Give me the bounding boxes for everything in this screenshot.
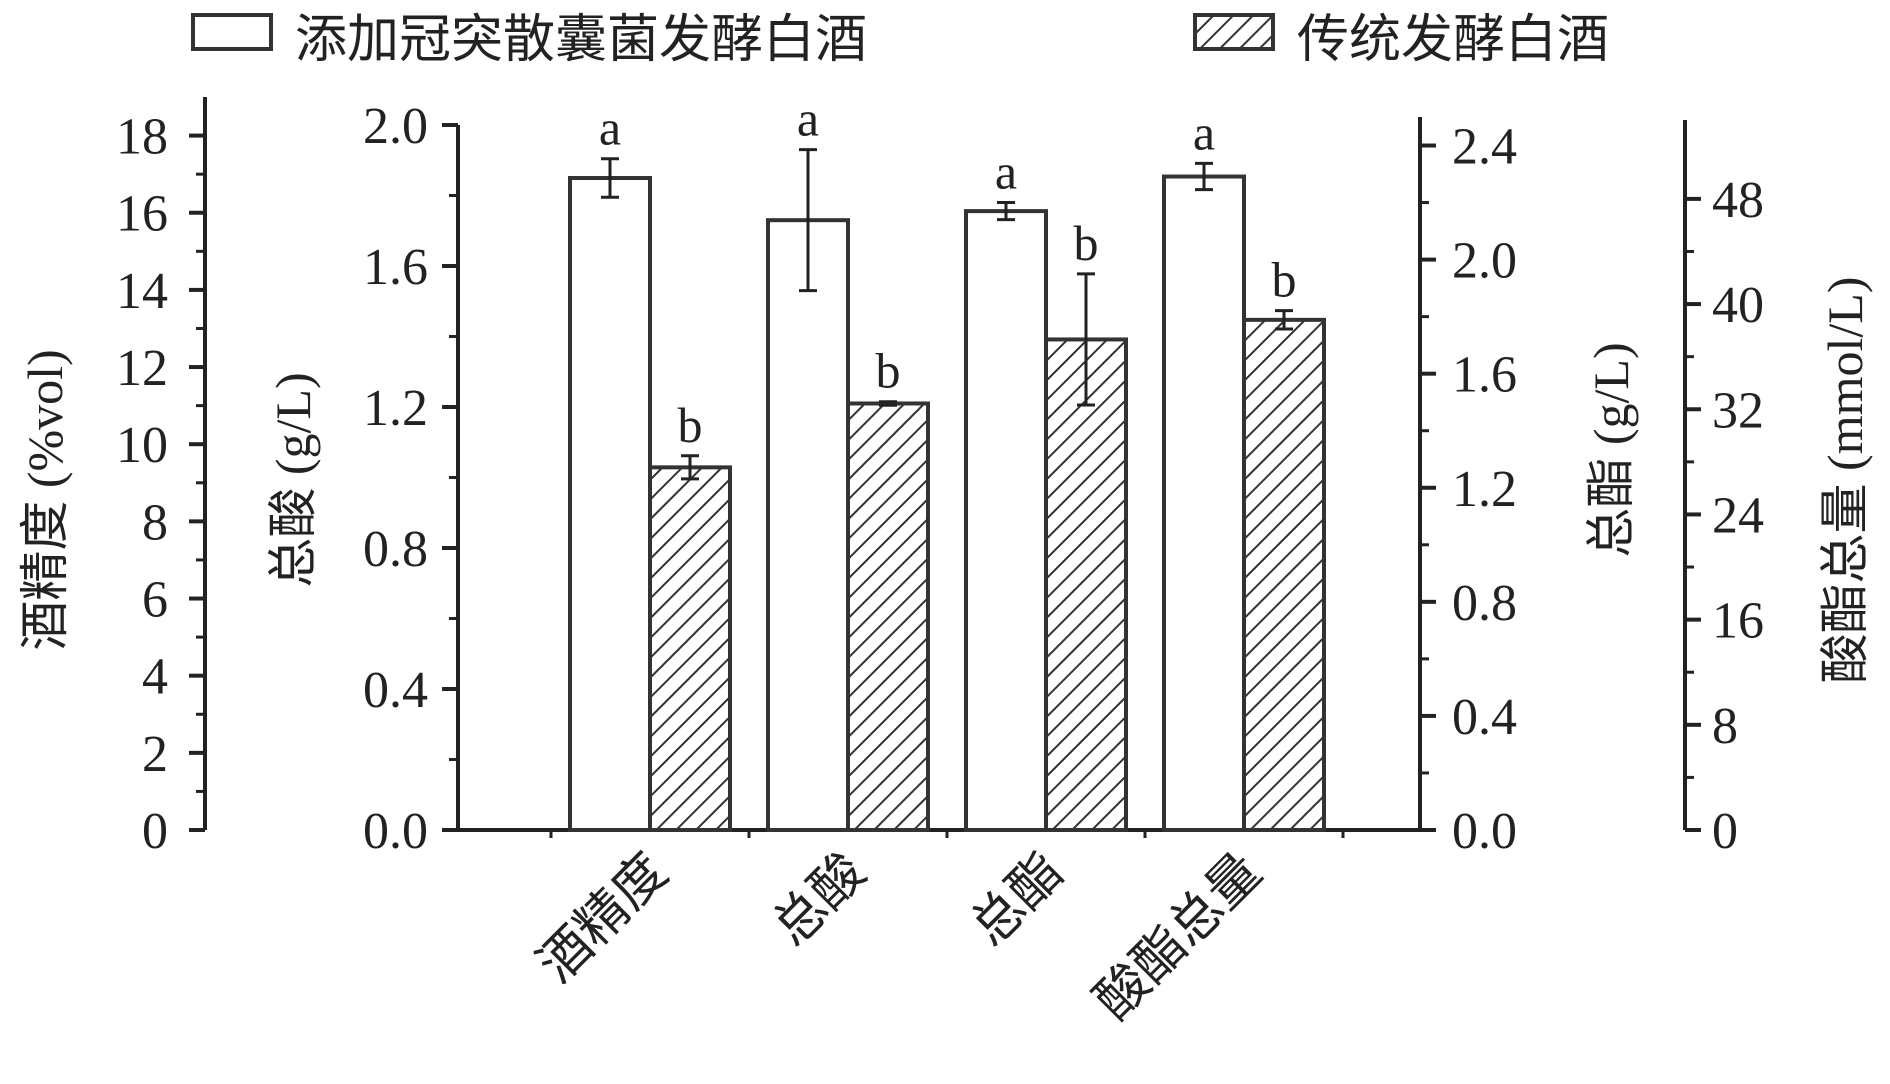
ester-tick-label: 1.2 bbox=[1452, 461, 1517, 518]
bar-hatched bbox=[1044, 337, 1128, 832]
acid_ester-tick-label: 24 bbox=[1712, 487, 1764, 544]
alcohol-tick-label: 8 bbox=[142, 494, 168, 551]
significance-label: b bbox=[1074, 215, 1099, 271]
bar-hatched bbox=[846, 401, 930, 832]
bar-open bbox=[1162, 174, 1246, 832]
category-labels: 酒精度 总酸 总酯 酸酯总量 bbox=[528, 843, 1273, 1030]
alcohol-tick-label: 6 bbox=[142, 572, 168, 629]
acid_ester-tick-label: 48 bbox=[1712, 172, 1764, 229]
legend-swatch-open bbox=[191, 13, 273, 51]
bars: a b a b a b a b bbox=[568, 91, 1326, 833]
significance-label: a bbox=[599, 100, 621, 156]
alcohol-tick-label: 14 bbox=[116, 263, 168, 320]
alcohol-tick-label: 16 bbox=[116, 186, 168, 243]
bar-open bbox=[964, 209, 1048, 832]
category-label: 酒精度 bbox=[528, 843, 679, 994]
significance-label: a bbox=[995, 144, 1017, 200]
significance-label: b bbox=[678, 397, 703, 453]
acid_ester-tick-label: 40 bbox=[1712, 277, 1764, 334]
acid_ester-tick-label: 8 bbox=[1712, 698, 1738, 755]
acid-tick-label: 1.6 bbox=[363, 239, 428, 296]
category-label: 总酯 bbox=[961, 843, 1075, 957]
bar-hatched bbox=[648, 465, 732, 832]
alcohol-tick-label: 12 bbox=[116, 340, 168, 397]
acid-axis: 0.0 0.4 0.8 1.2 1.6 2.0 bbox=[363, 98, 460, 860]
ester-tick-label: 1.6 bbox=[1452, 347, 1517, 404]
alcohol-tick-label: 4 bbox=[142, 649, 168, 706]
significance-label: a bbox=[1193, 104, 1215, 160]
alcohol-tick-label: 10 bbox=[116, 417, 168, 474]
significance-label: a bbox=[797, 91, 819, 147]
alcohol-axis-title: 酒精度 (%vol) bbox=[17, 349, 73, 650]
bar-hatched bbox=[1242, 317, 1326, 832]
acid_ester-tick-label: 32 bbox=[1712, 382, 1764, 439]
acid_ester-tick-label: 16 bbox=[1712, 593, 1764, 650]
legend: 添加冠突散囊菌发酵白酒 传统发酵白酒 bbox=[191, 12, 1609, 69]
ester-tick-label: 0.4 bbox=[1452, 689, 1517, 746]
alcohol-tick-label: 2 bbox=[142, 726, 168, 783]
category-label: 总酸 bbox=[763, 843, 877, 957]
ester-tick-label: 0.0 bbox=[1452, 803, 1517, 860]
legend-label-0: 添加冠突散囊菌发酵白酒 bbox=[295, 12, 867, 69]
acid-tick-label: 2.0 bbox=[363, 98, 428, 155]
legend-label-1: 传统发酵白酒 bbox=[1297, 12, 1609, 69]
acid-tick-label: 0.8 bbox=[363, 521, 428, 578]
alcohol-tick-label: 18 bbox=[116, 109, 168, 166]
ester-axis-title: 总酯 (g/L) bbox=[1583, 342, 1639, 557]
acid-ester-axis-title: 酸酯总量 (mmol/L) bbox=[1817, 277, 1873, 684]
alcohol-axis: 0 2 4 6 8 10 12 14 16 18 bbox=[116, 97, 207, 860]
category-label: 酸酯总量 bbox=[1085, 843, 1272, 1030]
alcohol-tick-label: 0 bbox=[142, 803, 168, 860]
acid-ester-axis: 0 8 16 24 32 40 48 bbox=[1683, 120, 1764, 860]
ester-tick-label: 0.8 bbox=[1452, 575, 1517, 632]
legend-swatch-hatched bbox=[1193, 13, 1275, 51]
acid-tick-label: 1.2 bbox=[363, 380, 428, 437]
bar-open bbox=[766, 218, 850, 833]
acid_ester-tick-label: 0 bbox=[1712, 803, 1738, 860]
acid-axis-title: 总酸 (g/L) bbox=[265, 372, 321, 587]
ester-tick-label: 2.4 bbox=[1452, 119, 1517, 176]
significance-label: b bbox=[1272, 252, 1297, 308]
significance-label: b bbox=[876, 343, 901, 399]
acid-tick-label: 0.0 bbox=[363, 803, 428, 860]
ester-axis: 0.0 0.4 0.8 1.2 1.6 2.0 2.4 bbox=[1418, 117, 1517, 860]
ester-tick-label: 2.0 bbox=[1452, 233, 1517, 290]
acid-tick-label: 0.4 bbox=[363, 662, 428, 719]
bar-open bbox=[568, 176, 652, 832]
